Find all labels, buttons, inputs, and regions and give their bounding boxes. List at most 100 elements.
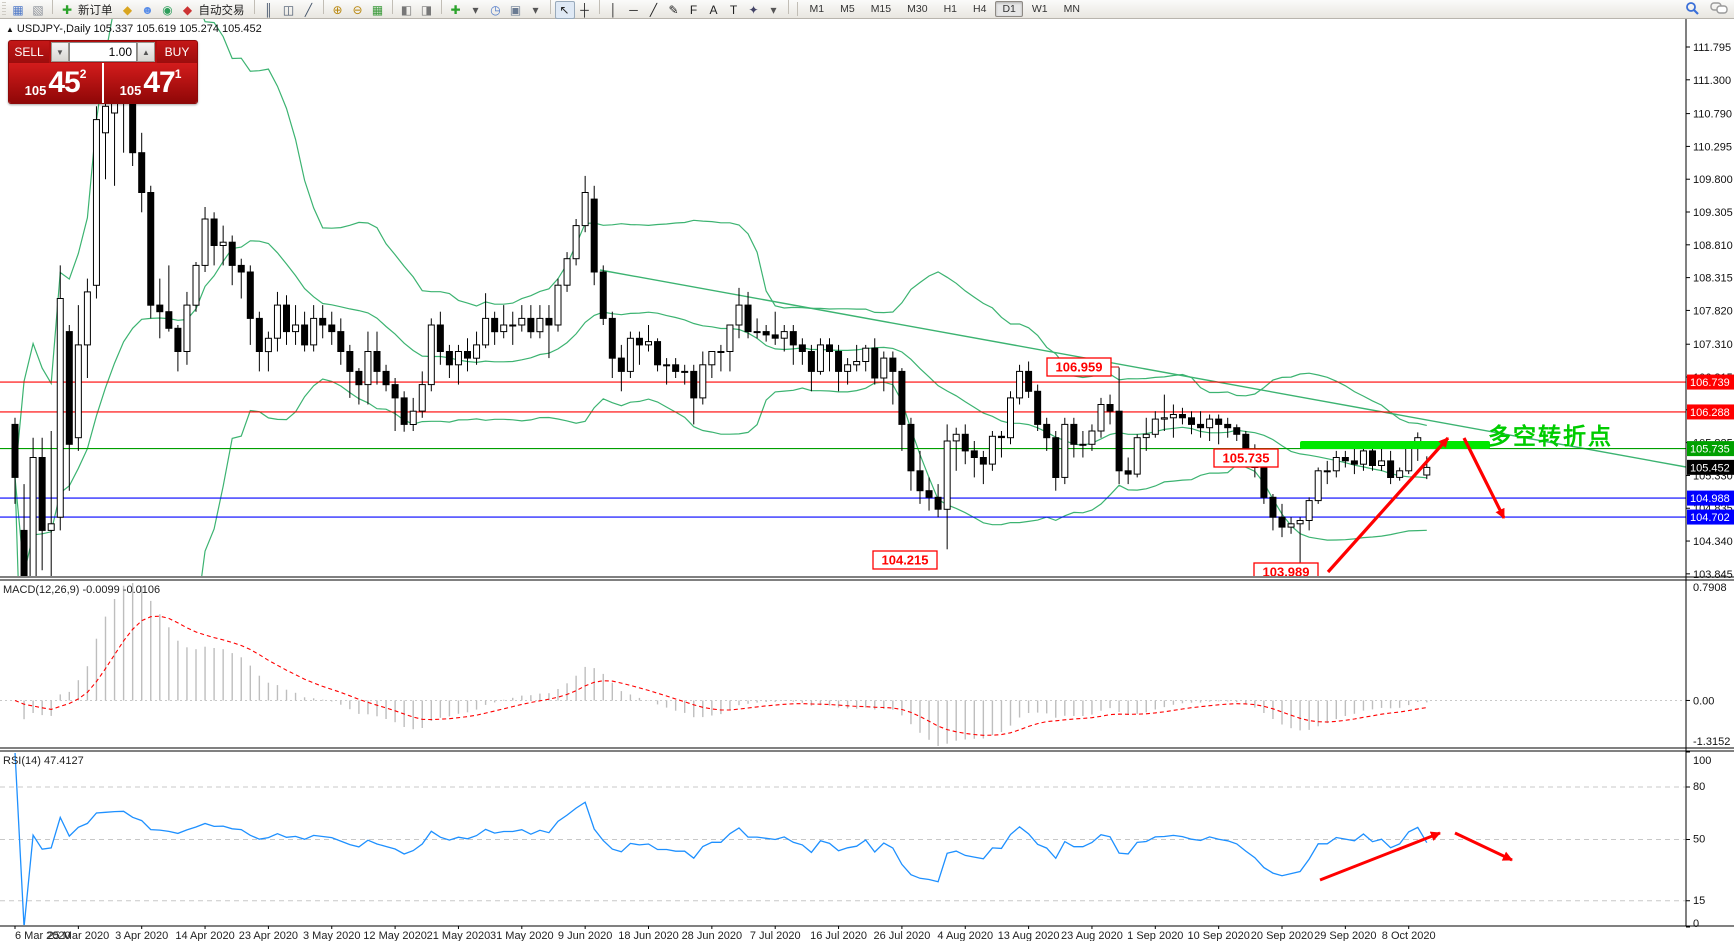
svg-text:104.215: 104.215 — [882, 553, 929, 568]
timeframe-button-m5[interactable]: M5 — [840, 3, 855, 15]
market-watch-icon[interactable]: ▧ — [32, 2, 44, 17]
clock-icon[interactable]: ◷ — [490, 2, 501, 17]
rsi-axis-tick: 50 — [1693, 834, 1705, 846]
new-chart-icon[interactable]: ▦ — [12, 2, 24, 17]
volume-input[interactable] — [69, 42, 137, 62]
rsi-arrow-up[interactable] — [1319, 831, 1441, 882]
date-axis-tick: 3 Apr 2020 — [115, 930, 168, 941]
volume-increase-button[interactable]: ▲ — [137, 42, 155, 62]
rsi-arrow-down[interactable] — [1454, 831, 1513, 862]
timeframe-button-m30[interactable]: M30 — [907, 3, 928, 15]
svg-text:104.988: 104.988 — [1690, 493, 1730, 505]
price-axis-tick: 109.800 — [1693, 174, 1733, 186]
market-icon[interactable]: ◆ — [182, 2, 193, 17]
zoom-out-icon[interactable]: ⊖ — [352, 2, 363, 17]
new-order-icon[interactable]: ✚ — [61, 2, 73, 17]
annotation-box-106.959[interactable]: 106.959 — [1046, 357, 1119, 377]
signals-icon[interactable]: ◉ — [162, 2, 173, 17]
price-axis-tick: 108.315 — [1693, 273, 1733, 285]
date-axis-tick: 10 Sep 2020 — [1187, 930, 1249, 941]
candlestick-chart-icon[interactable]: ◫ — [282, 2, 295, 17]
price-line-label-104.702: 104.702 — [1687, 509, 1734, 525]
date-axis-tick: 8 Oct 2020 — [1382, 930, 1436, 941]
tile-windows-icon[interactable]: ▦ — [371, 2, 384, 17]
pivot-highlight-bar[interactable] — [1300, 441, 1490, 449]
annotation-box-103.989[interactable]: 103.989 — [1253, 562, 1319, 581]
chart-canvas[interactable]: 106.959 105.735 104.215 103.989 多空转折点 111.795… — [0, 18, 1734, 941]
price-arrow-up[interactable] — [1326, 436, 1450, 574]
dropdown-caret-icon[interactable]: ▾ — [532, 2, 539, 17]
cursor-icon[interactable]: ↖ — [554, 0, 575, 19]
crosshair-icon[interactable]: ┼ — [580, 2, 589, 17]
shapes-icon[interactable]: ✦ — [748, 2, 759, 17]
timeframe-button-m1[interactable]: M1 — [809, 3, 825, 15]
date-axis-tick: 18 Jun 2020 — [618, 930, 679, 941]
one-click-toggle-icon[interactable]: ▲ — [6, 25, 14, 34]
annotation-box-104.215[interactable]: 104.215 — [872, 550, 938, 570]
timeframe-button-w1[interactable]: W1 — [1031, 3, 1048, 15]
svg-text:105.735: 105.735 — [1223, 451, 1270, 466]
template-icon[interactable]: ▣ — [509, 2, 522, 17]
line-chart-icon[interactable]: ╱ — [304, 2, 313, 17]
chat-icon[interactable] — [1710, 1, 1728, 16]
fibonacci-icon[interactable]: F — [689, 2, 698, 17]
pivot-annotation-text[interactable]: 多空转折点 — [1488, 423, 1613, 449]
zoom-in-icon[interactable]: ⊕ — [332, 2, 343, 17]
date-axis-tick: 23 Apr 2020 — [239, 930, 298, 941]
rsi-axis-tick: 0 — [1693, 918, 1699, 930]
trendline-icon[interactable]: ╱ — [649, 2, 658, 17]
svg-text:0.00: 0.00 — [1693, 695, 1714, 707]
date-axis-tick: 23 Aug 2020 — [1061, 930, 1123, 941]
tester-panel-icon[interactable]: ◧ — [400, 2, 413, 17]
toolbar-grip[interactable] — [2, 2, 6, 16]
date-axis-tick: 31 May 2020 — [490, 930, 554, 941]
community-icon[interactable]: ☻ — [141, 2, 154, 17]
rsi-pane — [0, 753, 1686, 925]
sell-price-pip: 2 — [79, 67, 87, 81]
text-label-icon[interactable]: T — [729, 2, 738, 17]
dropdown-caret-icon[interactable]: ▾ — [472, 2, 479, 17]
price-axis-tick: 108.810 — [1693, 240, 1733, 252]
price-line-label-105.735: 105.735 — [1687, 441, 1734, 457]
rsi-axis-tick: 80 — [1693, 781, 1705, 793]
buy-button[interactable]: 105 47 1 — [104, 63, 197, 103]
macd-label: MACD(12,26,9) -0.0099 -0.0106 — [3, 584, 160, 596]
svg-text:105.452: 105.452 — [1690, 462, 1730, 474]
price-line-label-105.452: 105.452 — [1687, 459, 1734, 475]
autotrade-label[interactable]: 自动交易 — [198, 4, 245, 17]
price-arrow-down[interactable] — [1462, 437, 1506, 519]
volume-decrease-button[interactable]: ▼ — [51, 42, 69, 62]
timeframe-button-mn[interactable]: MN — [1063, 3, 1080, 15]
dropdown-caret-icon[interactable]: ▾ — [770, 2, 777, 17]
timeframe-button-d1[interactable]: D1 — [995, 1, 1023, 17]
add-indicator-icon[interactable]: ✚ — [450, 2, 461, 17]
descending-trendline[interactable] — [599, 269, 1686, 468]
sell-button[interactable]: 105 45 2 — [9, 63, 102, 103]
symbol-ohlc-text: USDJPY-,Daily 105.337 105.619 105.274 10… — [16, 23, 262, 35]
date-axis-tick: 28 Jun 2020 — [682, 930, 743, 941]
date-axis-tick: 16 Jul 2020 — [810, 930, 867, 941]
deposit-icon[interactable]: ◆ — [122, 2, 133, 17]
timeframe-toolbar: M1 M5 M15 M30 H1 H4 D1 W1 MN — [802, 1, 1088, 17]
vertical-line-icon[interactable]: │ — [609, 2, 618, 17]
search-icon[interactable] — [1685, 1, 1700, 16]
date-axis-tick: 20 Sep 2020 — [1251, 930, 1313, 941]
annotation-box-105.735[interactable]: 105.735 — [1213, 448, 1279, 468]
price-axis-tick: 107.820 — [1693, 305, 1733, 317]
text-icon[interactable]: A — [709, 2, 718, 17]
price-axis-tick: 111.300 — [1693, 75, 1731, 87]
timeframe-button-h1[interactable]: H1 — [943, 3, 957, 15]
sell-label: SELL — [9, 41, 49, 63]
rsi-label: RSI(14) 47.4127 — [3, 755, 84, 767]
buy-price-handle: 105 — [119, 83, 142, 98]
timeframe-button-m15[interactable]: M15 — [870, 3, 892, 15]
new-order-label[interactable]: 新订单 — [78, 4, 113, 17]
price-axis-tick: 110.295 — [1693, 141, 1732, 153]
horizontal-line-icon[interactable]: ─ — [629, 2, 638, 17]
timeframe-button-h4[interactable]: H4 — [973, 3, 987, 15]
rsi-axis-tick: 15 — [1693, 895, 1705, 907]
bar-chart-icon[interactable]: ║ — [264, 2, 273, 17]
tester-chart-icon[interactable]: ◨ — [420, 2, 433, 17]
price-pane: 106.959 105.735 104.215 103.989 多空转折点 — [0, 19, 1686, 581]
equidistant-channel-icon[interactable]: ✎ — [668, 2, 679, 17]
